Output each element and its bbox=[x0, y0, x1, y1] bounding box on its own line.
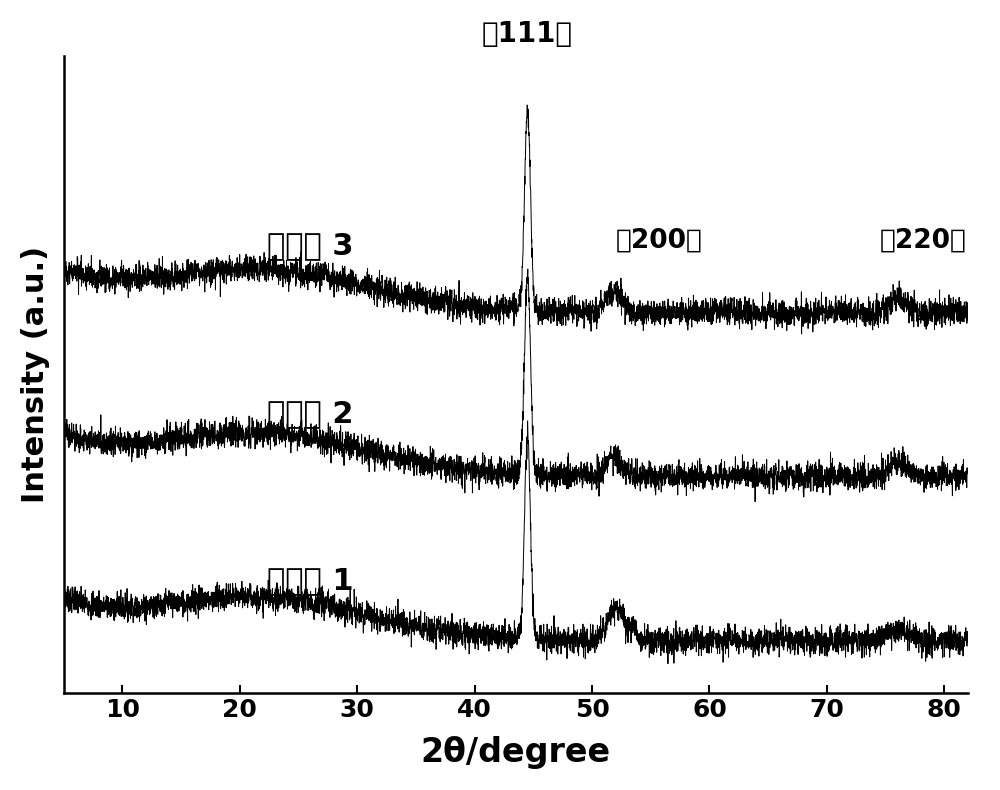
Y-axis label: Intensity (a.u.): Intensity (a.u.) bbox=[21, 246, 50, 503]
Text: （220）: （220） bbox=[880, 228, 967, 253]
Text: （200）: （200） bbox=[616, 228, 702, 253]
X-axis label: 2θ/degree: 2θ/degree bbox=[421, 736, 611, 769]
Text: （111）: （111） bbox=[482, 21, 573, 48]
Text: 实施例 2: 实施例 2 bbox=[267, 399, 354, 428]
Text: 实施例 3: 实施例 3 bbox=[267, 231, 354, 261]
Text: 实施例 1: 实施例 1 bbox=[267, 566, 354, 595]
